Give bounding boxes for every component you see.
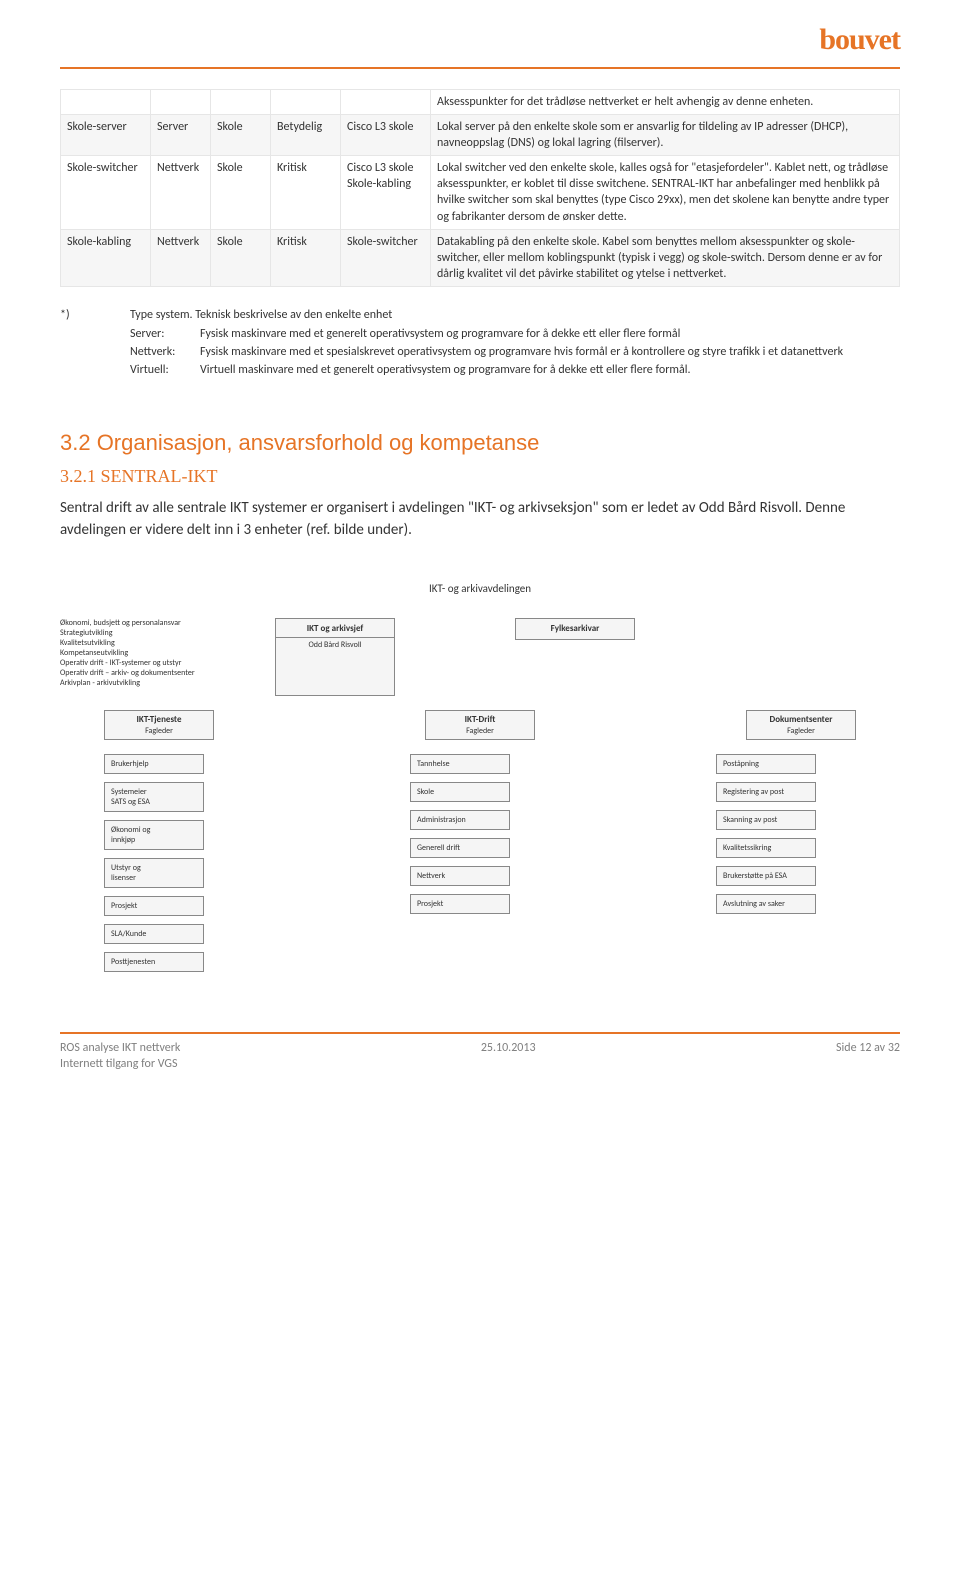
table-cell: Betydelig xyxy=(271,114,341,155)
footer-left-2: Internett tilgang for VGS xyxy=(60,1057,177,1071)
page-header: bouvet xyxy=(60,20,900,69)
org-left-line: Kvalitetsutvikling xyxy=(60,638,230,648)
org-column-2: Tannhelse Skole Administrasjon Generell dri… xyxy=(410,754,550,972)
table-cell: Skole-server xyxy=(61,114,151,155)
org-box: Nettverk xyxy=(410,866,510,886)
table-cell: Nettverk xyxy=(151,229,211,287)
table-cell xyxy=(271,89,341,114)
org-box-title: Dokumentsenter xyxy=(753,714,849,725)
table-cell: Skole-kabling xyxy=(61,229,151,287)
footer-center: 25.10.2013 xyxy=(481,1040,536,1072)
org-box: SLA/Kunde xyxy=(104,924,204,944)
table-cell xyxy=(341,89,431,114)
table-cell: Server xyxy=(151,114,211,155)
org-column-3: Poståpning Registering av post Skanning av… xyxy=(716,754,856,972)
org-box-sub: Fagleder xyxy=(111,726,207,736)
components-table: Aksesspunkter for det trådløse nettverke… xyxy=(60,89,900,288)
table-cell xyxy=(211,89,271,114)
org-box: IKT-DriftFagleder xyxy=(425,710,535,739)
table-cell xyxy=(151,89,211,114)
note-server-text: Fysisk maskinvare med et generelt operat… xyxy=(200,326,680,342)
footer-left: ROS analyse IKT nettverk Internett tilga… xyxy=(60,1040,180,1072)
org-chart-title: IKT- og arkivavdelingen xyxy=(60,582,900,597)
note-server-label: Server: xyxy=(60,326,200,342)
org-box: Skole xyxy=(410,782,510,802)
org-box-fylkesarkivar: Fylkesarkivar xyxy=(515,618,635,639)
org-box-title: IKT-Drift xyxy=(432,714,528,725)
footer-right: Side 12 av 32 xyxy=(836,1040,900,1072)
org-box-title: IKT og arkivsjef xyxy=(284,623,386,634)
org-column-1: Brukerhjelp SystemeierSATS og ESA Økonomi … xyxy=(104,754,244,972)
table-cell: Skole-switcher xyxy=(341,229,431,287)
org-box-title: IKT-Tjeneste xyxy=(111,714,207,725)
org-left-line: Kompetanseutvikling xyxy=(60,648,230,658)
org-box: Poståpning xyxy=(716,754,816,774)
org-box-sub: Odd Bård Risvoll xyxy=(284,640,386,650)
table-cell: Skole-switcher xyxy=(61,156,151,230)
logo: bouvet xyxy=(819,20,900,61)
org-box: Kvalitetssikring xyxy=(716,838,816,858)
section-heading: 3.2 Organisasjon, ansvarsforhold og komp… xyxy=(60,428,900,458)
org-box-ikt-arkivsjef: IKT og arkivsjef Odd Bård Risvoll xyxy=(275,618,395,696)
org-left-line: Strategiutvikling xyxy=(60,628,230,638)
note-nettverk-label: Nettverk: xyxy=(60,344,200,360)
org-left-line: Operativ drift – arkiv- og dokumentsente… xyxy=(60,668,230,678)
table-cell: Skole xyxy=(211,156,271,230)
subsection-heading: 3.2.1 SENTRAL-IKT xyxy=(60,464,900,488)
org-box: Skanning av post xyxy=(716,810,816,830)
org-box: Registering av post xyxy=(716,782,816,802)
org-left-line: Arkivplan - arkivutvikling xyxy=(60,678,230,688)
table-cell: Lokal server på den enkelte skole som er… xyxy=(431,114,900,155)
table-cell: Nettverk xyxy=(151,156,211,230)
org-left-line: Økonomi, budsjett og personalansvar xyxy=(60,618,230,628)
table-cell xyxy=(61,89,151,114)
table-cell: Cisco L3 skoleSkole-kabling xyxy=(341,156,431,230)
org-box: Brukerstøtte på ESA xyxy=(716,866,816,886)
org-chart: IKT- og arkivavdelingen Økonomi, budsjet… xyxy=(60,582,900,972)
table-cell: Lokal switcher ved den enkelte skole, ka… xyxy=(431,156,900,230)
org-left-text: Økonomi, budsjett og personalansvarStrat… xyxy=(60,618,230,688)
note-star-text: Type system. Teknisk beskrivelse av den … xyxy=(130,307,392,323)
table-cell: Skole xyxy=(211,114,271,155)
table-cell: Datakabling på den enkelte skole. Kabel … xyxy=(431,229,900,287)
section-body: Sentral drift av alle sentrale IKT syste… xyxy=(60,498,900,542)
org-box: SystemeierSATS og ESA xyxy=(104,782,204,812)
org-box: Tannhelse xyxy=(410,754,510,774)
table-row: Aksesspunkter for det trådløse nettverke… xyxy=(61,89,900,114)
org-box-sub: Fagleder xyxy=(753,726,849,736)
note-star-label: *) xyxy=(60,307,130,323)
org-box: Utstyr oglisenser xyxy=(104,858,204,888)
table-cell: Kritisk xyxy=(271,229,341,287)
org-box: Posttjenesten xyxy=(104,952,204,972)
table-row: Skole-serverServerSkoleBetydeligCisco L3… xyxy=(61,114,900,155)
org-box: Administrasjon xyxy=(410,810,510,830)
table-cell: Cisco L3 skole xyxy=(341,114,431,155)
table-cell: Skole xyxy=(211,229,271,287)
table-row: Skole-kablingNettverkSkoleKritiskSkole-s… xyxy=(61,229,900,287)
org-box: Brukerhjelp xyxy=(104,754,204,774)
org-box: Økonomi oginnkjøp xyxy=(104,820,204,850)
table-cell: Aksesspunkter for det trådløse nettverke… xyxy=(431,89,900,114)
footnotes: *) Type system. Teknisk beskrivelse av d… xyxy=(60,307,900,378)
org-box: Generell drift xyxy=(410,838,510,858)
org-box: DokumentsenterFagleder xyxy=(746,710,856,739)
note-virtuell-text: Virtuell maskinvare med et generelt oper… xyxy=(200,362,691,378)
table-row: Skole-switcherNettverkSkoleKritiskCisco … xyxy=(61,156,900,230)
footer-left-1: ROS analyse IKT nettverk xyxy=(60,1041,180,1055)
table-cell: Kritisk xyxy=(271,156,341,230)
org-left-line: Operativ drift - IKT-systemer og utstyr xyxy=(60,658,230,668)
org-box: Prosjekt xyxy=(410,894,510,914)
note-virtuell-label: Virtuell: xyxy=(60,362,200,378)
org-box: Avslutning av saker xyxy=(716,894,816,914)
org-box: Prosjekt xyxy=(104,896,204,916)
org-box: IKT-TjenesteFagleder xyxy=(104,710,214,739)
page-footer: ROS analyse IKT nettverk Internett tilga… xyxy=(60,1032,900,1072)
note-nettverk-text: Fysisk maskinvare med et spesialskrevet … xyxy=(200,344,843,360)
org-box-sub: Fagleder xyxy=(432,726,528,736)
org-box-title: Fylkesarkivar xyxy=(524,623,626,634)
